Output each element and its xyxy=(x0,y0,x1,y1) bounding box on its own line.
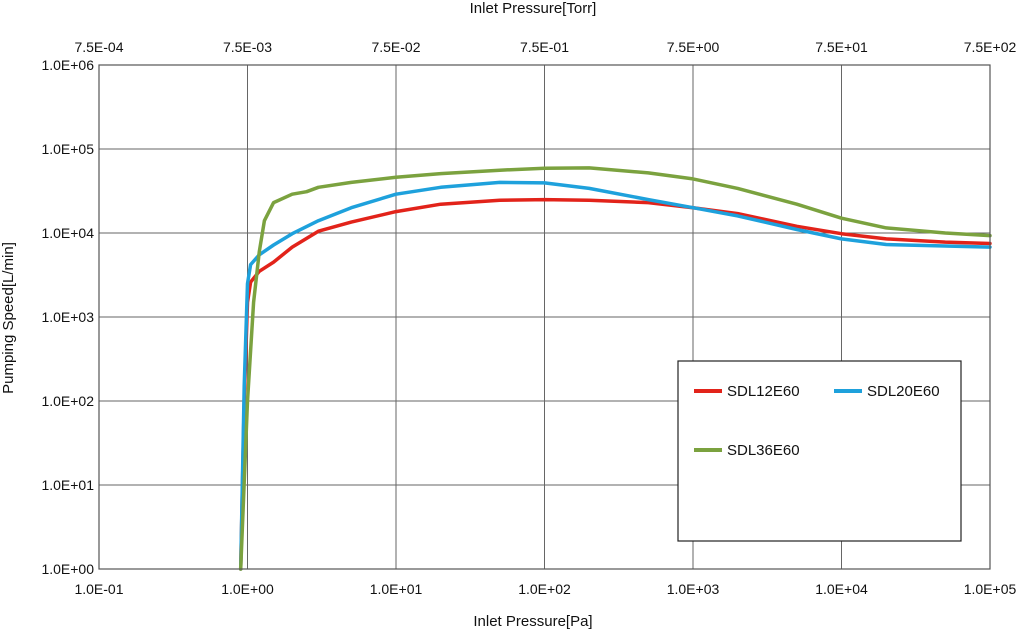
legend-label-sdl36e60: SDL36E60 xyxy=(727,442,800,459)
x-tick-label: 1.0E+05 xyxy=(964,581,1017,597)
plot-area xyxy=(238,166,992,571)
x2-tick-label: 7.5E-01 xyxy=(520,39,569,55)
x-tick-label: 1.0E+00 xyxy=(221,581,274,597)
series-line-sdl36e60 xyxy=(238,166,992,571)
y-tick-label: 1.0E+05 xyxy=(41,141,94,157)
x2-tick-label: 7.5E-03 xyxy=(223,39,272,55)
tick-labels: 1.0E-01 1.0E+00 1.0E+01 1.0E+02 1.0E+03 1.0E+… xyxy=(41,39,1016,597)
x2-tick-label: 7.5E-02 xyxy=(371,39,420,55)
x-tick-label: 1.0E+04 xyxy=(815,581,868,597)
y-tick-label: 1.0E+01 xyxy=(41,477,94,493)
x-tick-label: 1.0E-01 xyxy=(74,581,123,597)
y-tick-label: 1.0E+02 xyxy=(41,393,94,409)
x-tick-label: 1.0E+03 xyxy=(667,581,720,597)
plot-frame xyxy=(98,64,991,570)
x2-tick-label: 7.5E+00 xyxy=(667,39,720,55)
y-tick-label: 1.0E+04 xyxy=(41,225,94,241)
y-axis-title: Pumping Speed[L/min] xyxy=(0,242,17,394)
y-tick-label: 1.0E+00 xyxy=(41,561,94,577)
legend-box xyxy=(677,360,962,542)
legend: SDL12E60 SDL20E60 SDL36E60 xyxy=(677,360,962,542)
top-axis-title: Inlet Pressure[Torr] xyxy=(470,0,597,17)
x2-tick-label: 7.5E+02 xyxy=(964,39,1017,55)
legend-label-sdl12e60: SDL12E60 xyxy=(727,383,800,400)
series-line-sdl20e60 xyxy=(238,180,992,571)
y-tick-label: 1.0E+06 xyxy=(41,57,94,73)
x-tick-label: 1.0E+02 xyxy=(518,581,571,597)
x2-tick-label: 7.5E+01 xyxy=(815,39,868,55)
legend-label-sdl20e60: SDL20E60 xyxy=(867,383,940,400)
x2-tick-label: 7.5E-04 xyxy=(74,39,123,55)
x-tick-label: 1.0E+01 xyxy=(370,581,423,597)
bottom-axis-title: Inlet Pressure[Pa] xyxy=(473,613,592,630)
y-tick-label: 1.0E+03 xyxy=(41,309,94,325)
